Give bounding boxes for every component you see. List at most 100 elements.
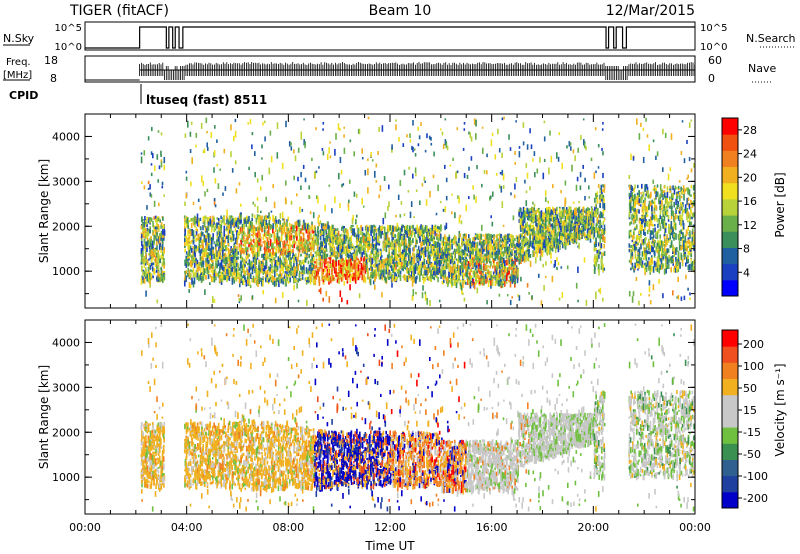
echo-point <box>370 267 372 271</box>
echo-point <box>255 258 258 265</box>
echo-point <box>206 142 208 148</box>
echo-point <box>311 262 314 266</box>
echo-point <box>426 133 428 139</box>
echo-point <box>385 248 388 253</box>
echo-point <box>226 217 228 224</box>
echo-point <box>160 234 163 239</box>
echo-point <box>245 279 248 287</box>
echo-point <box>420 255 422 259</box>
echo-point <box>158 165 161 170</box>
echo-point <box>218 230 221 238</box>
echo-point <box>220 271 223 279</box>
echo-point <box>406 134 408 138</box>
echo-point <box>217 222 220 225</box>
echo-point <box>190 218 192 222</box>
echo-point <box>405 229 407 235</box>
echo-point <box>418 276 421 282</box>
echo-point <box>201 256 203 260</box>
echo-point <box>367 187 369 194</box>
echo-point <box>419 200 421 205</box>
echo-point <box>200 245 203 248</box>
echo-point <box>384 212 387 219</box>
echo-point <box>232 271 234 276</box>
echo-point <box>217 239 220 242</box>
echo-point <box>188 282 191 289</box>
echo-point <box>196 228 199 232</box>
echo-point <box>202 225 204 231</box>
echo-point <box>243 224 245 230</box>
echo-point <box>483 259 485 263</box>
echo-point <box>232 258 234 263</box>
echo-point <box>241 249 244 254</box>
echo-point <box>185 176 188 181</box>
echo-point <box>140 225 143 230</box>
echo-point <box>318 166 320 169</box>
echo-point <box>470 136 473 142</box>
echo-point <box>474 244 477 248</box>
echo-point <box>326 221 329 225</box>
echo-point <box>215 272 217 277</box>
echo-point <box>261 157 263 160</box>
nsearch-tick-top: 10^5 <box>700 23 727 34</box>
echo-point <box>145 290 147 297</box>
echo-point <box>256 257 259 260</box>
echo-point <box>216 263 218 269</box>
echo-point <box>430 254 432 257</box>
echo-point <box>438 245 441 248</box>
echo-point <box>395 263 397 270</box>
echo-point <box>202 249 204 252</box>
echo-point <box>230 267 233 272</box>
echo-point <box>453 248 456 253</box>
echo-point <box>227 275 229 279</box>
echo-point <box>426 225 428 233</box>
echo-point <box>465 268 467 273</box>
echo-point <box>428 256 431 263</box>
echo-point <box>220 259 223 267</box>
echo-point <box>146 275 149 282</box>
echo-point <box>265 277 267 283</box>
echo-point <box>457 265 460 268</box>
echo-point <box>240 271 243 277</box>
echo-point <box>270 234 273 238</box>
echo-point <box>202 265 205 268</box>
echo-point <box>216 240 218 246</box>
echo-point <box>200 267 202 274</box>
echo-point <box>185 262 188 268</box>
echo-point <box>187 267 189 273</box>
echo-point <box>156 154 159 160</box>
echo-point <box>463 297 466 302</box>
echo-point <box>160 254 163 260</box>
echo-point <box>251 278 254 283</box>
echo-point <box>254 253 256 257</box>
echo-point <box>323 262 326 268</box>
echo-point <box>276 273 278 277</box>
freq-tick-bottom: 8 <box>50 72 57 85</box>
echo-point <box>417 143 420 147</box>
echo-point <box>191 258 193 263</box>
echo-point <box>417 245 420 251</box>
echo-point <box>474 237 477 241</box>
echo-point <box>157 253 160 260</box>
echo-point <box>194 255 196 263</box>
echo-point <box>289 277 291 283</box>
echo-point <box>258 230 260 237</box>
echo-point <box>472 240 474 248</box>
echo-point <box>355 193 358 198</box>
echo-point <box>443 255 446 260</box>
echo-point <box>411 232 414 236</box>
echo-point <box>294 253 297 257</box>
echo-point <box>190 121 193 125</box>
echo-point <box>347 232 350 240</box>
echo-point <box>415 173 417 177</box>
echo-point <box>312 239 315 244</box>
echo-point <box>210 248 213 256</box>
echo-point <box>374 284 376 290</box>
echo-point <box>367 259 369 263</box>
echo-point <box>185 217 188 224</box>
echo-point <box>233 277 235 281</box>
echo-point <box>396 222 399 226</box>
echo-point <box>302 232 305 237</box>
echo-point <box>163 157 166 164</box>
echo-point <box>415 292 417 295</box>
echo-point <box>473 194 475 200</box>
